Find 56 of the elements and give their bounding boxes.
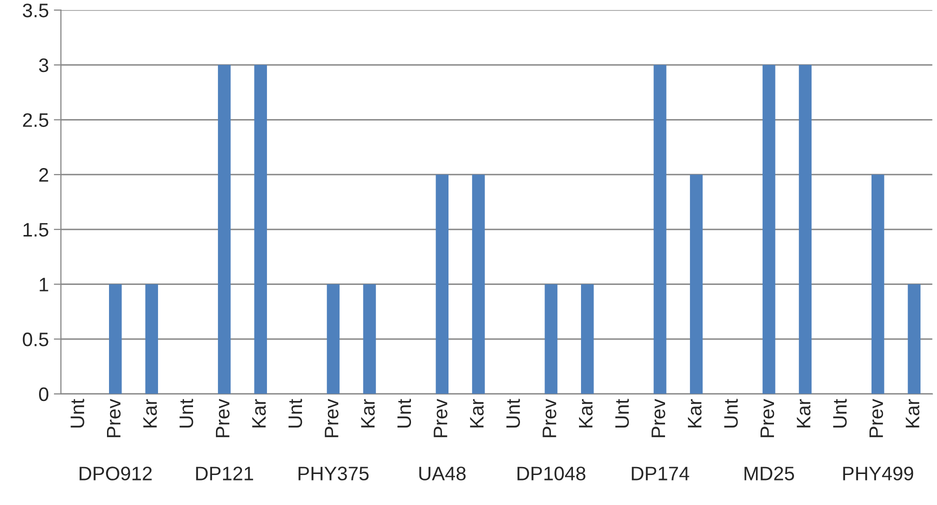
x-tick-label: Unt bbox=[724, 398, 738, 428]
x-tick-label: Kar bbox=[579, 399, 593, 428]
text: MD25 bbox=[744, 466, 794, 480]
x-tick-label: Kar bbox=[906, 399, 920, 428]
x-tick-label: Prev bbox=[216, 398, 230, 438]
x-tick-label: Prev bbox=[324, 398, 338, 438]
x-tick-label: Kar bbox=[796, 399, 810, 428]
x-tick-label: Kar bbox=[361, 399, 375, 428]
x-tick-label: Unt bbox=[615, 398, 629, 428]
text: DPO912 bbox=[80, 466, 152, 480]
x-tick-label: Kar bbox=[252, 399, 266, 428]
bar bbox=[762, 64, 776, 394]
bar bbox=[254, 64, 267, 394]
x-tick-label: Kar bbox=[470, 399, 484, 428]
x-tick-label: Unt bbox=[833, 398, 847, 428]
x-tick-label: Prev bbox=[652, 398, 666, 438]
text: PHY499 bbox=[843, 466, 914, 480]
x-tick-label: Unt bbox=[506, 398, 520, 428]
bar bbox=[544, 284, 558, 394]
y-tick-label: 3 bbox=[39, 58, 48, 72]
x-tick-label: Kar bbox=[143, 399, 157, 428]
y-tick-label: 2 bbox=[39, 168, 48, 182]
bar bbox=[690, 174, 703, 394]
bar bbox=[472, 174, 485, 394]
x-tick-label: Unt bbox=[180, 398, 194, 428]
text: DP1048 bbox=[518, 466, 586, 480]
x-tick-label: Unt bbox=[288, 398, 302, 428]
x-tick-label: Prev bbox=[107, 398, 121, 438]
bar bbox=[654, 64, 666, 394]
x-tick-label: Prev bbox=[870, 398, 884, 438]
text: UA48 bbox=[419, 466, 466, 480]
y-tick-label: 1.5 bbox=[24, 223, 48, 237]
bar bbox=[581, 284, 594, 394]
y-tick-label: 1 bbox=[40, 278, 48, 292]
x-tick-label: Unt bbox=[397, 398, 412, 428]
y-tick-label: 0 bbox=[39, 387, 48, 402]
bar bbox=[436, 174, 448, 394]
bar bbox=[798, 64, 812, 394]
bar bbox=[326, 284, 340, 394]
bar bbox=[363, 284, 376, 394]
bar bbox=[109, 284, 122, 394]
x-tick-label: Prev bbox=[434, 398, 448, 438]
x-tick-label: Prev bbox=[760, 398, 774, 438]
text: PHY375 bbox=[298, 466, 369, 480]
bar bbox=[872, 174, 884, 394]
y-tick-label: 0.5 bbox=[22, 332, 48, 346]
x-tick-label: Prev bbox=[542, 398, 556, 438]
y-tick-label: 3.5 bbox=[22, 4, 48, 18]
x-tick-label: Unt bbox=[70, 398, 84, 428]
bar bbox=[218, 64, 231, 394]
y-tick-label: 2.5 bbox=[23, 113, 48, 127]
x-tick-label: Kar bbox=[688, 399, 702, 428]
text: DP121 bbox=[196, 466, 254, 480]
bar bbox=[908, 284, 921, 394]
text: DP174 bbox=[632, 466, 690, 480]
bar bbox=[145, 284, 158, 394]
